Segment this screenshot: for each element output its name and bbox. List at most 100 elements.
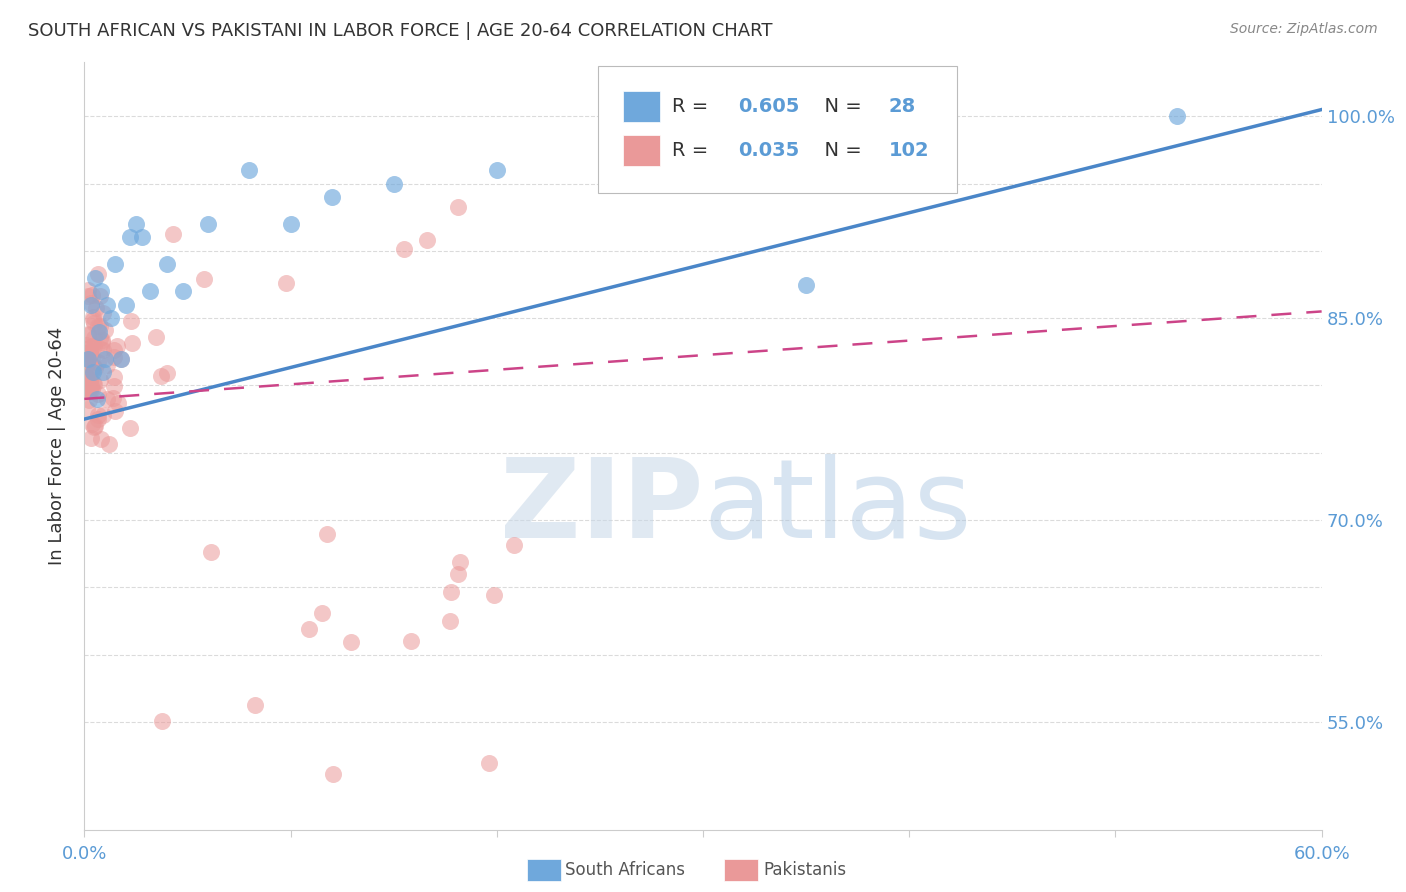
Point: [90, 432, 112, 446]
Text: 28: 28: [889, 96, 915, 116]
Point: [76, 380, 98, 394]
Point: [482, 588, 505, 602]
Point: [75, 361, 97, 376]
Point: [76, 401, 98, 416]
Point: [79, 343, 101, 358]
Point: [103, 370, 125, 384]
Point: [311, 606, 333, 620]
Point: [76, 289, 98, 303]
Point: [83, 361, 105, 376]
Point: [150, 714, 173, 729]
Point: [440, 585, 463, 599]
Point: [84, 301, 107, 315]
Point: [77, 393, 100, 408]
Point: [315, 527, 337, 541]
Point: [107, 396, 129, 410]
Point: [79, 374, 101, 388]
Point: [77, 283, 100, 297]
Point: [280, 217, 302, 231]
Point: [82, 313, 104, 327]
Point: [75, 377, 97, 392]
FancyBboxPatch shape: [623, 136, 659, 166]
Point: [96, 298, 118, 312]
Point: [382, 177, 405, 191]
Point: [80, 431, 103, 445]
Text: R =: R =: [672, 141, 714, 161]
Point: [118, 421, 141, 435]
Point: [340, 635, 363, 649]
Point: [96, 358, 118, 372]
Point: [80, 379, 103, 393]
Point: [503, 538, 526, 552]
Text: Source: ZipAtlas.com: Source: ZipAtlas.com: [1230, 22, 1378, 37]
Point: [121, 336, 143, 351]
Point: [131, 230, 153, 244]
Point: [80, 383, 103, 397]
Text: ZIP: ZIP: [499, 454, 703, 561]
Point: [90, 284, 112, 298]
Point: [82, 287, 104, 301]
Point: [120, 314, 142, 328]
Point: [80, 338, 103, 352]
Y-axis label: In Labor Force | Age 20-64: In Labor Force | Age 20-64: [48, 326, 66, 566]
Point: [75, 338, 97, 352]
Text: 0.605: 0.605: [738, 96, 799, 116]
Point: [162, 227, 184, 241]
Point: [94, 351, 117, 366]
Point: [156, 366, 179, 380]
Point: [75, 369, 97, 384]
Point: [89, 289, 111, 303]
Point: [77, 385, 100, 400]
Point: [96, 392, 118, 407]
Point: [439, 615, 461, 629]
Point: [83, 316, 105, 330]
Point: [110, 351, 132, 366]
Point: [83, 376, 105, 391]
Point: [83, 418, 105, 433]
Point: [104, 403, 127, 417]
Point: [103, 350, 125, 364]
Text: 102: 102: [889, 141, 929, 161]
Point: [394, 242, 416, 256]
Point: [79, 298, 101, 312]
Point: [91, 409, 114, 423]
Point: [75, 381, 97, 395]
Point: [82, 310, 104, 324]
Point: [83, 270, 105, 285]
Point: [156, 257, 179, 271]
Point: [107, 338, 129, 352]
Point: [86, 387, 108, 401]
Point: [90, 335, 112, 350]
Point: [87, 354, 110, 368]
Point: [197, 217, 219, 231]
Point: [82, 376, 104, 390]
Point: [238, 163, 260, 178]
Point: [87, 267, 110, 281]
Point: [75, 346, 97, 360]
Point: [118, 230, 141, 244]
Point: [98, 437, 121, 451]
Point: [79, 372, 101, 386]
Point: [416, 233, 439, 247]
Point: [91, 343, 114, 358]
Point: [83, 339, 105, 353]
Point: [110, 351, 132, 366]
Point: [79, 384, 101, 399]
Point: [93, 323, 115, 337]
Point: [76, 343, 98, 357]
Point: [89, 331, 111, 345]
Point: [485, 163, 508, 178]
FancyBboxPatch shape: [623, 91, 659, 121]
Point: [79, 347, 101, 361]
Point: [114, 298, 136, 312]
Point: [150, 369, 173, 384]
Point: [447, 567, 470, 582]
Point: [101, 392, 124, 406]
Point: [87, 412, 110, 426]
Text: N =: N =: [811, 96, 868, 116]
Point: [193, 272, 215, 286]
Point: [200, 545, 222, 559]
Point: [82, 359, 104, 373]
Point: [321, 190, 343, 204]
Point: [87, 325, 110, 339]
